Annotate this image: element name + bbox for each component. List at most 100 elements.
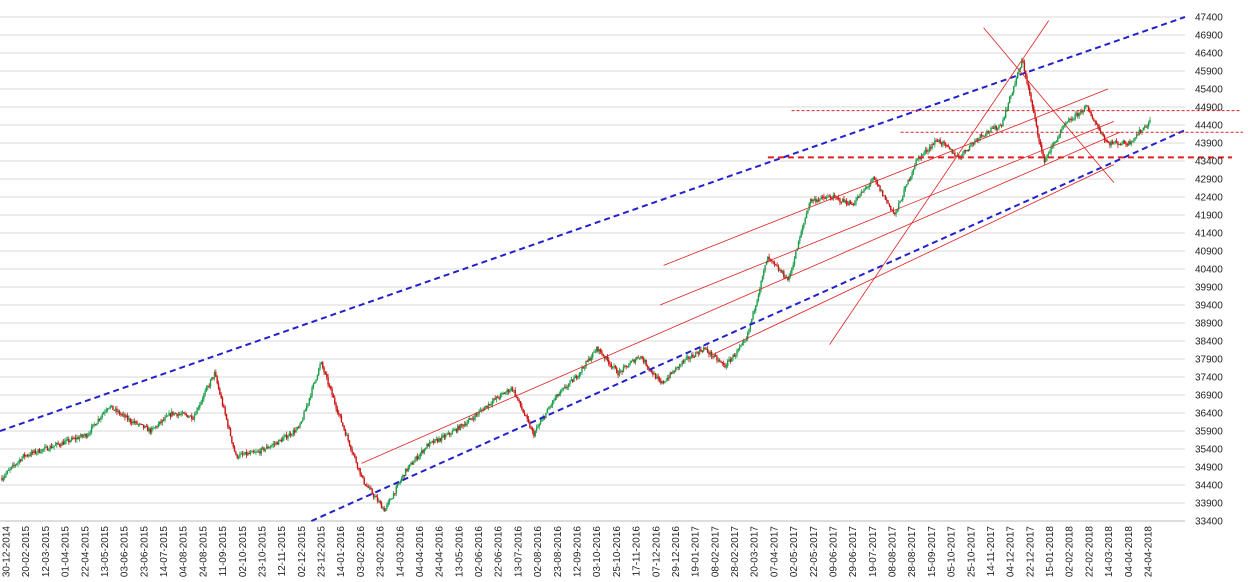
x-tick-label: 19-01-2017 xyxy=(691,526,702,578)
candle-body xyxy=(541,419,543,422)
candle-body xyxy=(851,204,853,206)
candle-body xyxy=(505,392,507,394)
candle-body xyxy=(620,370,622,372)
candle-body xyxy=(614,365,617,368)
candle-body xyxy=(664,381,666,383)
candle-body xyxy=(269,446,272,448)
candle-body xyxy=(362,475,364,478)
candle-body xyxy=(915,159,917,166)
candle-body xyxy=(450,434,452,436)
candle-body xyxy=(394,493,396,495)
trendline xyxy=(829,20,1050,345)
candle-body xyxy=(224,407,226,415)
candle-body xyxy=(955,155,957,157)
candle-body xyxy=(125,415,127,418)
candle-body xyxy=(3,475,6,478)
candle-body xyxy=(487,403,490,408)
candle-body xyxy=(525,415,527,417)
candle-body xyxy=(943,141,945,143)
candle-body xyxy=(284,434,287,437)
candle-body xyxy=(609,363,611,365)
y-tick-label: 42900 xyxy=(1195,175,1223,186)
candle-body xyxy=(648,367,650,370)
candle-body xyxy=(767,256,769,263)
candle-body xyxy=(857,197,860,199)
candle-body xyxy=(777,266,780,271)
candle-body xyxy=(530,427,532,429)
x-tick-label: 23-08-2016 xyxy=(553,526,564,578)
candle-body xyxy=(1034,112,1036,119)
candle-body xyxy=(89,432,91,434)
candle-body xyxy=(1106,140,1108,143)
candle-body xyxy=(275,442,277,444)
candle-body xyxy=(729,359,732,362)
candle-body xyxy=(628,365,630,368)
x-tick-label: 30-12-2014 xyxy=(2,526,13,578)
candlesticks xyxy=(1,57,1151,512)
candle-body xyxy=(1063,124,1066,126)
candle-body xyxy=(698,349,701,355)
candle-body xyxy=(507,389,510,393)
candle-body xyxy=(898,202,900,209)
candle-body xyxy=(714,354,717,357)
candle-body xyxy=(215,372,217,377)
candle-body xyxy=(370,487,372,490)
grid-lines xyxy=(0,16,1185,522)
candle-body xyxy=(53,445,55,447)
candle-body xyxy=(694,352,697,358)
candle-body xyxy=(710,351,713,357)
candle-body xyxy=(685,357,687,360)
candle-body xyxy=(479,410,482,412)
y-tick-label: 45900 xyxy=(1195,67,1223,78)
candle-body xyxy=(938,139,940,142)
candle-body xyxy=(888,203,891,206)
candle-body xyxy=(249,452,252,454)
candle-body xyxy=(510,387,512,391)
candle-body xyxy=(1094,121,1096,123)
candle-body xyxy=(351,449,353,453)
candle-body xyxy=(474,414,476,420)
candle-body xyxy=(70,437,73,441)
candle-body xyxy=(388,499,391,502)
y-tick-label: 42400 xyxy=(1195,193,1223,204)
candle-body xyxy=(992,127,995,129)
candle-body xyxy=(113,409,115,411)
candle-body xyxy=(1065,122,1067,125)
x-tick-label: 04-12-2017 xyxy=(1006,526,1017,578)
candle-body xyxy=(954,152,956,156)
candle-body xyxy=(662,381,665,383)
y-tick-label: 43900 xyxy=(1195,139,1223,150)
candle-body xyxy=(554,397,556,401)
candle-body xyxy=(928,147,931,151)
candle-body xyxy=(539,421,542,425)
candle-body xyxy=(608,359,610,364)
candle-body xyxy=(578,373,581,377)
candle-body xyxy=(753,310,756,312)
candle-body xyxy=(717,360,720,362)
candle-body xyxy=(720,361,722,363)
candle-body xyxy=(1131,141,1134,143)
candle-body xyxy=(537,426,539,428)
candle-body xyxy=(197,407,200,409)
candle-body xyxy=(771,259,773,261)
candle-body xyxy=(90,426,93,433)
candle-body xyxy=(372,493,375,497)
candle-body xyxy=(279,439,281,441)
candle-body xyxy=(621,370,623,372)
candle-body xyxy=(277,439,280,445)
candle-body xyxy=(709,351,712,355)
candle-body xyxy=(1138,130,1141,135)
candle-body xyxy=(730,358,733,362)
candle-body xyxy=(88,433,90,436)
candle-body xyxy=(307,403,309,406)
candle-body xyxy=(1011,92,1014,96)
candle-body xyxy=(72,437,74,439)
candle-body xyxy=(886,199,888,201)
candle-body xyxy=(747,332,749,339)
candle-body xyxy=(769,258,772,260)
candle-body xyxy=(335,403,337,409)
candle-body xyxy=(660,380,662,384)
candle-body xyxy=(1055,141,1058,143)
candle-body xyxy=(374,496,376,498)
candle-body xyxy=(1075,113,1078,115)
